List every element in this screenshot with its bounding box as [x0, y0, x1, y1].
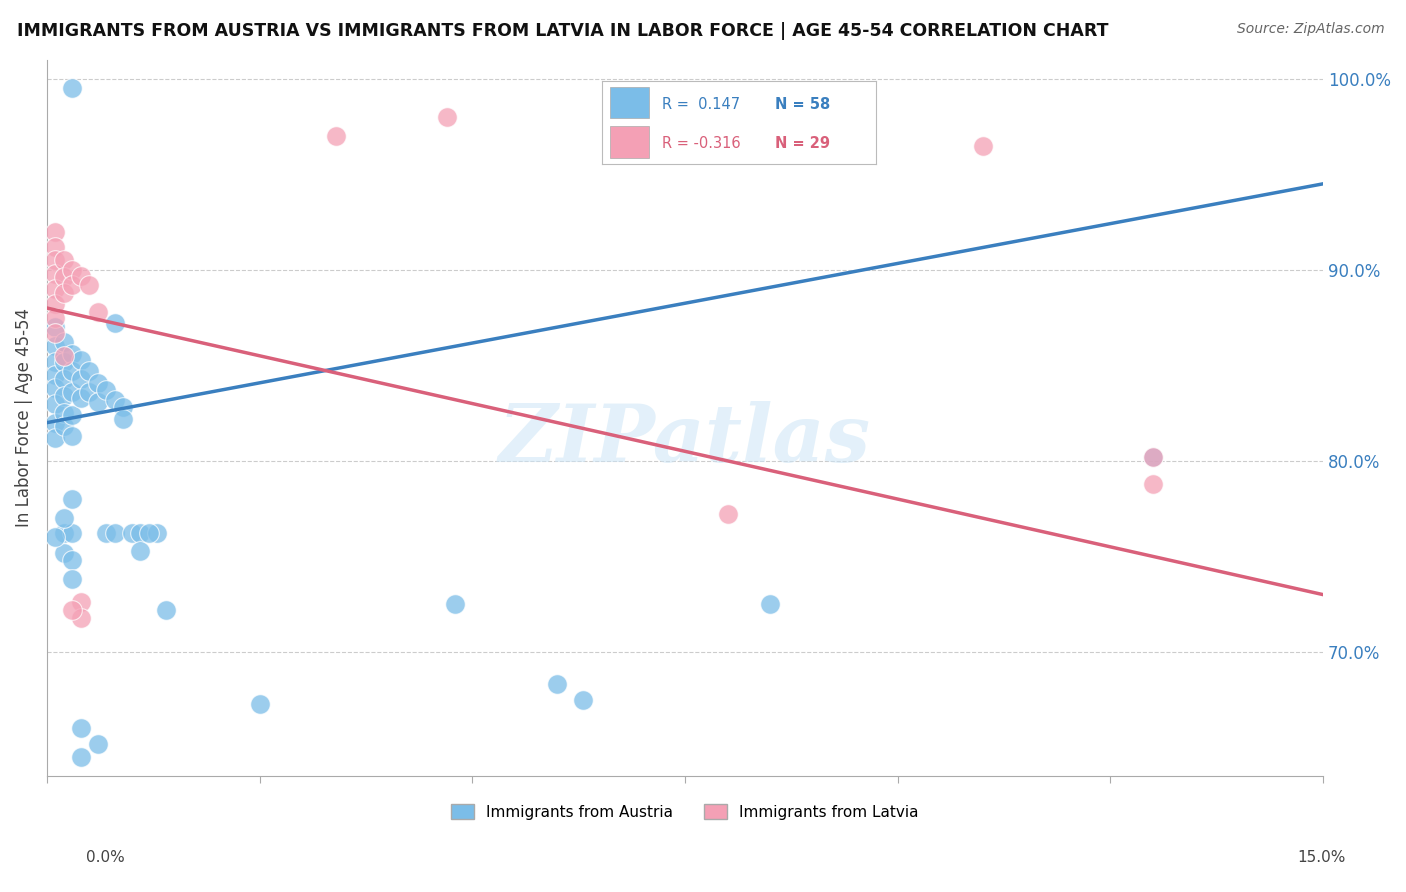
Text: Source: ZipAtlas.com: Source: ZipAtlas.com — [1237, 22, 1385, 37]
Point — [444, 597, 467, 611]
Text: 15.0%: 15.0% — [1298, 850, 1346, 865]
Point — [44, 253, 66, 268]
Text: ZIPatlas: ZIPatlas — [499, 401, 872, 478]
Point — [62, 408, 84, 422]
Legend: Immigrants from Austria, Immigrants from Latvia: Immigrants from Austria, Immigrants from… — [446, 797, 925, 826]
Point — [52, 354, 75, 368]
Point — [44, 431, 66, 445]
Point — [112, 412, 135, 426]
Point — [759, 597, 782, 611]
Point — [62, 81, 84, 95]
Point — [70, 722, 93, 736]
Text: 0.0%: 0.0% — [86, 850, 125, 865]
Point — [52, 349, 75, 363]
Point — [546, 677, 568, 691]
Point — [44, 354, 66, 368]
Point — [62, 492, 84, 507]
Point — [325, 129, 347, 144]
Point — [62, 262, 84, 277]
Point — [70, 750, 93, 764]
Point — [104, 392, 127, 407]
Point — [44, 368, 66, 382]
Y-axis label: In Labor Force | Age 45-54: In Labor Force | Age 45-54 — [15, 309, 32, 527]
Point — [52, 511, 75, 525]
Point — [44, 396, 66, 410]
Point — [1142, 476, 1164, 491]
Point — [52, 389, 75, 403]
Point — [52, 285, 75, 300]
Point — [121, 526, 143, 541]
Point — [52, 526, 75, 541]
Point — [70, 352, 93, 367]
Point — [44, 297, 66, 311]
Point — [62, 364, 84, 378]
Point — [70, 391, 93, 405]
Point — [87, 737, 110, 751]
Point — [62, 278, 84, 293]
Point — [87, 376, 110, 390]
Point — [1142, 450, 1164, 464]
Point — [44, 310, 66, 325]
Point — [52, 406, 75, 420]
Point — [44, 326, 66, 340]
Point — [155, 603, 177, 617]
Point — [70, 372, 93, 386]
Point — [1142, 450, 1164, 464]
Point — [716, 508, 738, 522]
Point — [62, 347, 84, 361]
Point — [44, 282, 66, 296]
Point — [96, 526, 118, 541]
Point — [96, 383, 118, 397]
Point — [44, 320, 66, 334]
Point — [129, 543, 152, 558]
Point — [62, 603, 84, 617]
Point — [62, 526, 84, 541]
Point — [70, 268, 93, 283]
Point — [572, 692, 595, 706]
Point — [44, 416, 66, 430]
Point — [138, 526, 160, 541]
Point — [79, 364, 101, 378]
Point — [79, 278, 101, 293]
Point — [87, 305, 110, 319]
Point — [129, 526, 152, 541]
Point — [52, 270, 75, 285]
Point — [62, 429, 84, 443]
Point — [52, 546, 75, 560]
Point — [44, 381, 66, 395]
Point — [44, 240, 66, 254]
Point — [249, 697, 271, 711]
Point — [104, 316, 127, 330]
Point — [70, 595, 93, 609]
Point — [112, 401, 135, 415]
Point — [52, 253, 75, 268]
Point — [104, 526, 127, 541]
Point — [62, 572, 84, 586]
Point — [79, 385, 101, 400]
Point — [87, 394, 110, 409]
Point — [146, 526, 169, 541]
Point — [44, 339, 66, 353]
Point — [52, 372, 75, 386]
Point — [436, 110, 458, 124]
Point — [70, 610, 93, 624]
Point — [44, 267, 66, 281]
Text: IMMIGRANTS FROM AUSTRIA VS IMMIGRANTS FROM LATVIA IN LABOR FORCE | AGE 45-54 COR: IMMIGRANTS FROM AUSTRIA VS IMMIGRANTS FR… — [17, 22, 1108, 40]
Point — [44, 225, 66, 239]
Point — [52, 419, 75, 434]
Point — [972, 138, 994, 153]
Point — [62, 385, 84, 400]
Point — [62, 553, 84, 567]
Point — [52, 335, 75, 350]
Point — [44, 530, 66, 544]
